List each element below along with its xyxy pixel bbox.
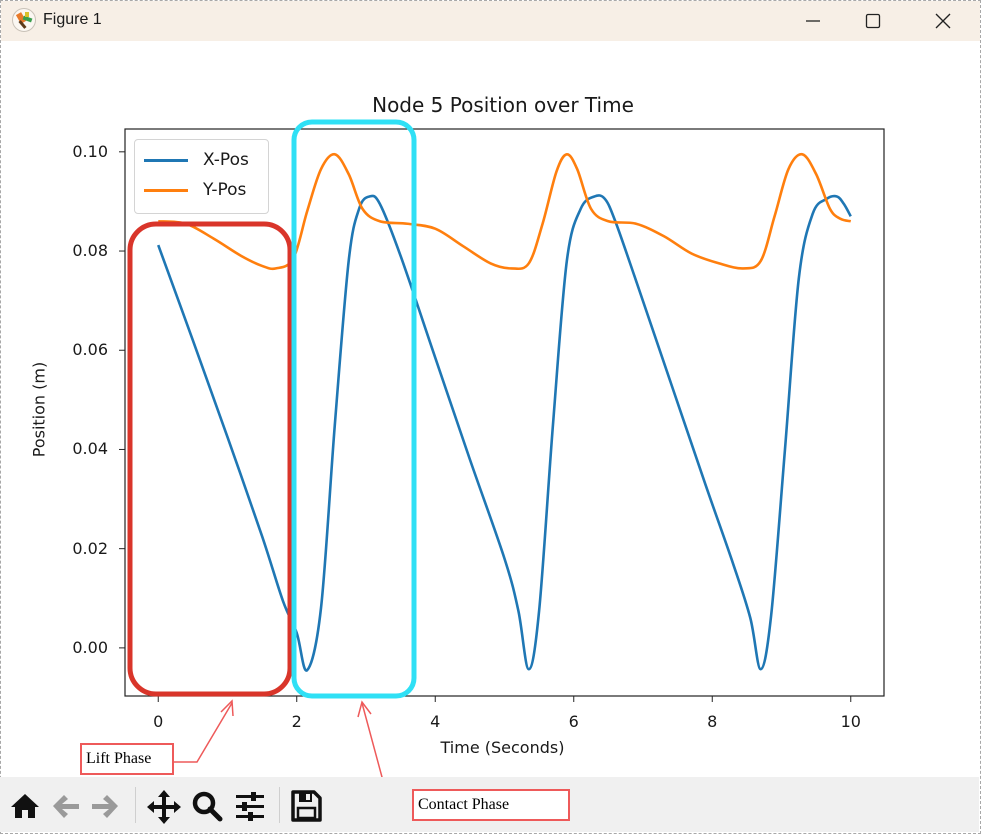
arrow-right-icon [92,795,118,818]
title-bar[interactable]: Figure 1 [1,1,980,41]
y-tick-label: 0.04 [72,439,108,459]
lift-phase-label: Lift Phase [80,743,174,775]
contact-phase-arrow-head [357,700,372,718]
minimize-button[interactable] [783,1,843,41]
chart-title: Node 5 Position over Time [372,93,634,117]
series-line-x-pos [157,194,852,672]
forward-button[interactable] [88,789,122,823]
zoom-button[interactable] [190,789,224,823]
axis-ticks [119,151,852,702]
save-button[interactable] [289,789,323,823]
legend-label-y-pos: Y-Pos [203,180,247,200]
navigation-toolbar: Contact Phase [0,777,979,832]
close-icon [935,13,951,29]
toolbar-separator [135,787,136,823]
lift-phase-arrow-head [220,699,234,717]
home-icon [11,794,39,818]
y-tick-label: 0.10 [72,141,108,161]
window-title: Figure 1 [43,11,102,28]
y-tick-label: 0.02 [72,538,108,558]
back-button[interactable] [49,789,83,823]
legend-swatch-y-pos [144,189,188,192]
pan-button[interactable] [146,789,181,824]
configure-subplots-button[interactable] [233,789,267,823]
x-tick-label: 10 [840,712,861,731]
contact-phase-label: Contact Phase [412,789,570,821]
maximize-icon [865,13,881,29]
legend-item-y-pos: Y-Pos [135,179,268,203]
contact-phase-box [291,119,417,699]
move-icon [147,790,181,824]
y-tick-label: 0.08 [72,241,108,261]
x-axis-label: Time (Seconds) [440,738,565,757]
lift-phase-box [127,221,293,697]
y-axis-label: Position (m) [29,361,49,458]
legend-swatch-x-pos [144,159,188,162]
x-tick-label: 8 [707,712,718,731]
minimize-icon [806,20,820,22]
home-button[interactable] [8,789,42,823]
sliders-icon [236,792,264,821]
x-tick-label: 0 [153,712,164,731]
close-button[interactable] [913,1,973,41]
x-tick-label: 6 [568,712,579,731]
magnifier-icon [192,791,223,822]
x-tick-label: 2 [291,712,302,731]
legend-item-x-pos: X-Pos [135,149,268,173]
matplotlib-app-icon [12,8,36,32]
annotation-overlay [127,119,417,804]
legend-label-x-pos: X-Pos [203,150,249,170]
legend[interactable]: X-Pos Y-Pos [134,139,269,214]
arrow-left-icon [53,795,79,818]
floppy-disk-icon [291,790,322,822]
toolbar-separator [279,787,280,823]
y-tick-label: 0.06 [72,340,108,360]
x-tick-label: 4 [430,712,441,731]
lift-phase-arrow [171,702,233,763]
axes-frame [124,128,885,697]
y-tick-label: 0.00 [72,637,108,657]
maximize-button[interactable] [843,1,903,41]
